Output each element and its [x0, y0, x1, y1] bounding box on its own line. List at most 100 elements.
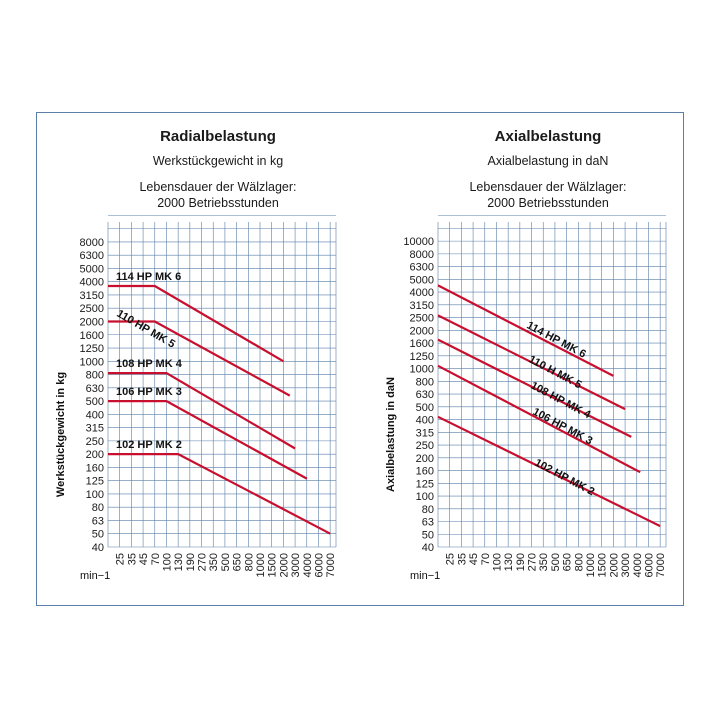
y-tick-label: 125: [416, 478, 434, 490]
y-tick-label: 4000: [80, 277, 104, 289]
x-tick-label: 2000: [608, 553, 620, 577]
y-tick-label: 400: [86, 409, 104, 421]
x-tick-label: 7000: [655, 553, 667, 577]
x-tick-label: 100: [161, 553, 173, 571]
chart-frame: [36, 112, 684, 606]
y-tick-label: 40: [92, 542, 104, 554]
left-chart-title: Radialbelastung: [160, 128, 276, 145]
y-tick-label: 80: [92, 502, 104, 514]
x-tick-label: 7000: [325, 553, 337, 577]
y-tick-label: 4000: [410, 287, 434, 299]
y-tick-label: 1600: [410, 338, 434, 350]
x-tick-label: 35: [456, 553, 468, 565]
y-tick-label: 8000: [410, 249, 434, 261]
right-chart-note-2: 2000 Betriebsstunden: [487, 196, 609, 210]
x-tick-label: 500: [550, 553, 562, 571]
x-tick-label: 270: [197, 553, 209, 571]
x-tick-label: 45: [138, 553, 150, 565]
x-tick-label: 800: [243, 553, 255, 571]
x-tick-label: 270: [527, 553, 539, 571]
x-tick-label: 25: [115, 553, 127, 565]
y-tick-label: 200: [416, 453, 434, 465]
y-tick-label: 800: [416, 376, 434, 388]
x-tick-label: 4000: [302, 553, 314, 577]
x-tick-label: 650: [232, 553, 244, 571]
y-tick-label: 5000: [80, 263, 104, 275]
series-label: 102 HP MK 2: [116, 439, 182, 451]
y-tick-label: 125: [86, 476, 104, 488]
series-line: [437, 364, 641, 474]
y-tick-label: 1250: [410, 351, 434, 363]
series-line: [108, 400, 308, 480]
y-tick-label: 6300: [410, 262, 434, 274]
y-tick-label: 8000: [80, 237, 104, 249]
series-line: [437, 338, 632, 438]
y-tick-label: 200: [86, 449, 104, 461]
y-tick-label: 5000: [410, 274, 434, 286]
y-tick-label: 250: [86, 436, 104, 448]
series-label: 108 HP MK 4: [116, 358, 183, 370]
x-tick-label: 650: [562, 553, 574, 571]
right-chart-title: Axialbelastung: [494, 128, 602, 145]
y-tick-label: 40: [422, 542, 434, 554]
x-tick-label: 350: [208, 553, 220, 571]
y-tick-label: 315: [416, 427, 434, 439]
series-line: [108, 284, 284, 363]
y-tick-label: 80: [422, 504, 434, 516]
x-tick-label: 190: [515, 553, 527, 571]
y-tick-label: 2500: [80, 303, 104, 315]
x-tick-label: 6000: [313, 553, 325, 577]
y-tick-label: 160: [86, 462, 104, 474]
y-tick-label: 100: [86, 489, 104, 501]
x-tick-label: 800: [573, 553, 585, 571]
y-tick-label: 2000: [410, 325, 434, 337]
x-tick-label: 100: [491, 553, 503, 571]
x-tick-label: 190: [185, 553, 197, 571]
x-tick-label: 35: [126, 553, 138, 565]
x-tick-label: 1000: [255, 553, 267, 577]
y-tick-label: 800: [86, 370, 104, 382]
right-chart-subtitle: Axialbelastung in daN: [487, 154, 609, 168]
y-tick-label: 315: [86, 423, 104, 435]
x-tick-label: 1500: [597, 553, 609, 577]
x-axis-unit: min−1: [80, 570, 110, 582]
series-line: [437, 314, 626, 411]
left-chart-note-1: Lebensdauer der Wälzlager:: [139, 180, 297, 194]
y-tick-label: 63: [92, 515, 104, 527]
x-tick-label: 45: [468, 553, 480, 565]
x-tick-label: 1000: [585, 553, 597, 577]
right-chart-note-1: Lebensdauer der Wälzlager:: [469, 180, 627, 194]
x-tick-label: 1500: [267, 553, 279, 577]
y-tick-label: 250: [416, 440, 434, 452]
y-tick-label: 10000: [403, 236, 434, 248]
x-tick-label: 350: [538, 553, 550, 571]
series-label: 114 HP MK 6: [116, 271, 181, 283]
y-tick-label: 500: [86, 396, 104, 408]
left-chart-note-2: 2000 Betriebsstunden: [157, 196, 279, 210]
series-line: [437, 415, 661, 528]
x-tick-label: 70: [480, 553, 492, 565]
y-tick-label: 160: [416, 466, 434, 478]
y-tick-label: 63: [422, 517, 434, 529]
left-chart-subtitle: Werkstückgewicht in kg: [152, 154, 284, 168]
y-tick-label: 50: [92, 529, 104, 541]
x-tick-label: 4000: [632, 553, 644, 577]
y-tick-label: 1250: [80, 343, 104, 355]
x-tick-label: 3000: [620, 553, 632, 577]
y-tick-label: 1600: [80, 330, 104, 342]
y-tick-label: 400: [416, 415, 434, 427]
y-tick-label: 50: [422, 529, 434, 541]
series-label: 102 HP MK 2: [533, 457, 597, 498]
x-tick-label: 6000: [643, 553, 655, 577]
x-tick-label: 130: [173, 553, 185, 571]
series-label: 106 HP MK 3: [116, 386, 182, 398]
series-line: [437, 284, 614, 377]
y-tick-label: 2500: [410, 313, 434, 325]
x-tick-label: 500: [220, 553, 232, 571]
x-tick-label: 25: [445, 553, 457, 565]
y-tick-label: 630: [86, 383, 104, 395]
y-tick-label: 100: [416, 491, 434, 503]
x-axis-unit: min−1: [410, 570, 440, 582]
y-tick-label: 500: [416, 402, 434, 414]
x-tick-label: 70: [150, 553, 162, 565]
